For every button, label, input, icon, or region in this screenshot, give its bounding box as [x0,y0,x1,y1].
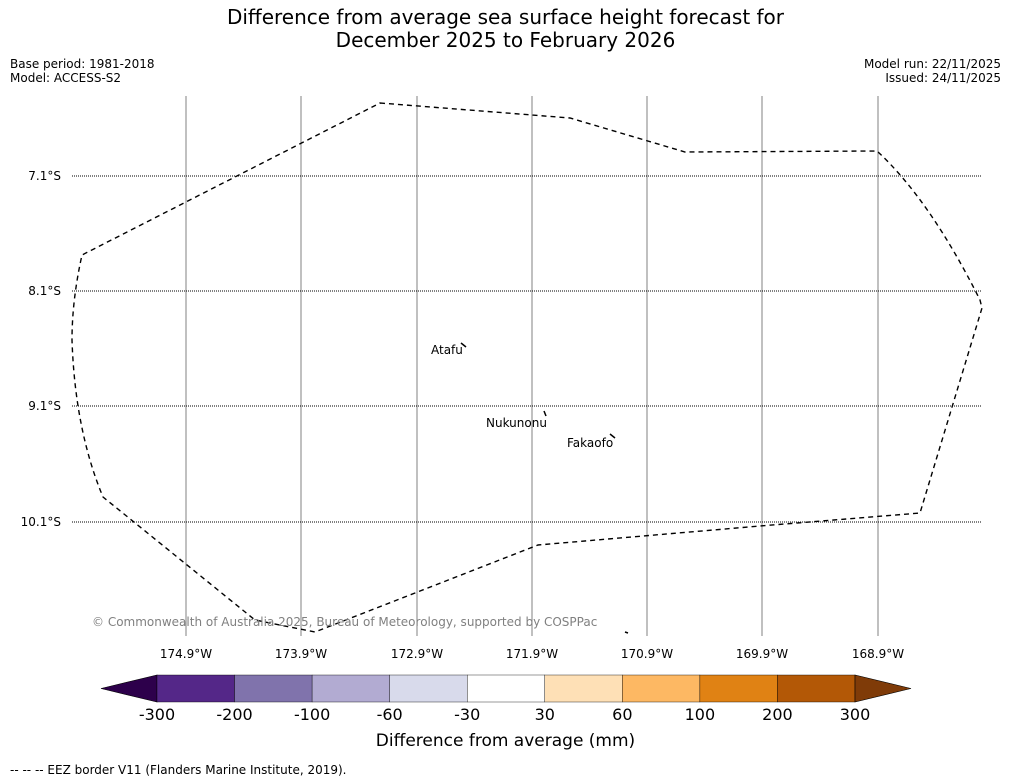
lon-label: 168.9°W [852,647,904,661]
lat-label: 10.1°S [21,515,61,529]
colorbar-under-triangle [100,674,158,703]
eez-border [71,102,983,633]
title-line-2: December 2025 to February 2026 [335,28,676,52]
lat-label: 9.1°S [28,399,61,413]
model-run-date: Model run: 22/11/2025 [863,57,1001,71]
colorbar-bin [389,674,468,703]
colorbar-tick-label: 200 [762,705,793,724]
base-period: Base period: 1981-2018 [10,57,155,71]
colorbar-bin [777,674,856,703]
colorbar-bin [699,674,778,703]
colorbar-label: Difference from average (mm) [375,731,636,751]
small-islet [624,631,629,634]
colorbar-over-triangle [854,674,912,703]
colorbar-bin [467,674,545,703]
colorbar-bin [156,674,235,703]
latitude-gridlines [72,175,982,523]
lon-label: 174.9°W [160,647,212,661]
place-nukunonu: Nukunonu [486,416,547,430]
colorbar-bin [234,674,313,703]
colorbar-bin [544,674,623,703]
colorbar-tick-label: 300 [840,705,871,724]
colorbar: -300 -200 -100 -60 -30 30 60 100 200 300 [100,674,912,724]
lat-label: 7.1°S [28,169,61,183]
colorbar-tick-label: -30 [454,705,480,724]
lon-label: 173.9°W [275,647,327,661]
colorbar-tick-label: -200 [216,705,252,724]
colorbar-tick-label: 60 [612,705,632,724]
colorbar-bin [622,674,701,703]
eez-legend-footnote: -- -- -- EEZ border V11 (Flanders Marine… [10,763,347,777]
lon-label: 172.9°W [391,647,443,661]
lon-label: 171.9°W [506,647,558,661]
colorbar-bin [311,674,390,703]
model-name: Model: ACCESS-S2 [10,71,122,85]
chart-title: Difference from average sea surface heig… [0,6,1011,52]
colorbar-tick-label: 100 [685,705,716,724]
place-atafu: Atafu [431,343,463,357]
nukunonu-atoll [543,410,547,417]
colorbar-tick-label: -60 [377,705,403,724]
colorbar-tick-label: -100 [294,705,330,724]
title-line-1: Difference from average sea surface heig… [226,5,785,29]
issued-date: Issued: 24/11/2025 [885,71,1001,85]
colorbar-tick-label: 30 [535,705,555,724]
place-fakaofo: Fakaofo [567,436,613,450]
meta-right: Model run: 22/11/2025 Issued: 24/11/2025 [864,57,1001,85]
lon-label: 170.9°W [621,647,673,661]
lon-label: 169.9°W [736,647,788,661]
atafu-atoll [460,342,467,348]
colorbar-tick-label: -300 [139,705,175,724]
meta-left: Base period: 1981-2018 Model: ACCESS-S2 [10,57,155,85]
longitude-gridlines [185,96,879,636]
copyright-notice: © Commonwealth of Australia 2025, Bureau… [92,615,598,629]
fakaofo-atoll [609,433,616,439]
lat-label: 8.1°S [28,284,61,298]
